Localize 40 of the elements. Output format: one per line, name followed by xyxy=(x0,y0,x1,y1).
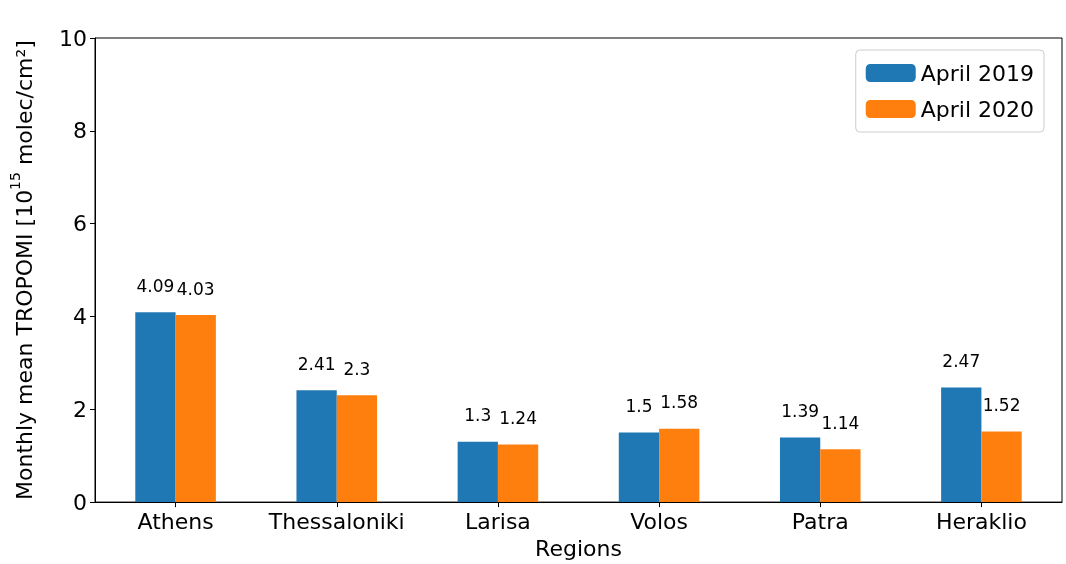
data-label: 1.58 xyxy=(660,392,699,413)
x-tick-label: Thessaloniki xyxy=(267,508,405,534)
data-label: 1.14 xyxy=(821,412,860,433)
y-tick-label: 2 xyxy=(73,396,87,422)
x-tick-label: Heraklio xyxy=(935,508,1027,534)
bar xyxy=(941,387,982,503)
bar xyxy=(497,444,539,503)
legend-label: April 2020 xyxy=(920,96,1034,122)
y-tick-label: 6 xyxy=(73,211,87,237)
legend-label: April 2019 xyxy=(920,60,1034,86)
bar xyxy=(175,315,216,503)
data-label: 2.3 xyxy=(343,358,371,379)
bar xyxy=(659,428,700,503)
x-axis-title: Regions xyxy=(535,535,622,561)
x-tick-label: Larisa xyxy=(464,508,531,534)
bar xyxy=(296,390,337,503)
y-axis-title: Monthly mean TROPOMI [1015 molec/cm²] xyxy=(7,40,37,501)
bar xyxy=(457,441,498,503)
bar xyxy=(135,312,176,503)
bar xyxy=(618,432,660,503)
x-tick-label: Volos xyxy=(630,508,689,534)
y-tick-label: 10 xyxy=(59,25,87,51)
bar xyxy=(779,437,821,503)
data-label: 2.47 xyxy=(942,350,981,371)
data-label: 1.39 xyxy=(781,401,820,422)
x-tick-label: Athens xyxy=(137,508,214,534)
y-tick-label: 0 xyxy=(73,489,87,515)
y-tick-label: 4 xyxy=(73,303,87,329)
bar xyxy=(336,395,378,503)
data-label: 4.09 xyxy=(136,275,175,296)
data-label: 1.5 xyxy=(625,395,653,416)
data-label: 1.52 xyxy=(982,395,1021,416)
bar xyxy=(981,431,1022,503)
bar xyxy=(820,449,861,503)
y-tick-label: 8 xyxy=(73,118,87,144)
x-tick-label: Patra xyxy=(791,508,849,534)
data-label: 4.03 xyxy=(176,278,215,299)
data-label: 1.3 xyxy=(464,405,492,426)
data-label: 2.41 xyxy=(297,353,336,374)
data-label: 1.24 xyxy=(499,408,537,429)
